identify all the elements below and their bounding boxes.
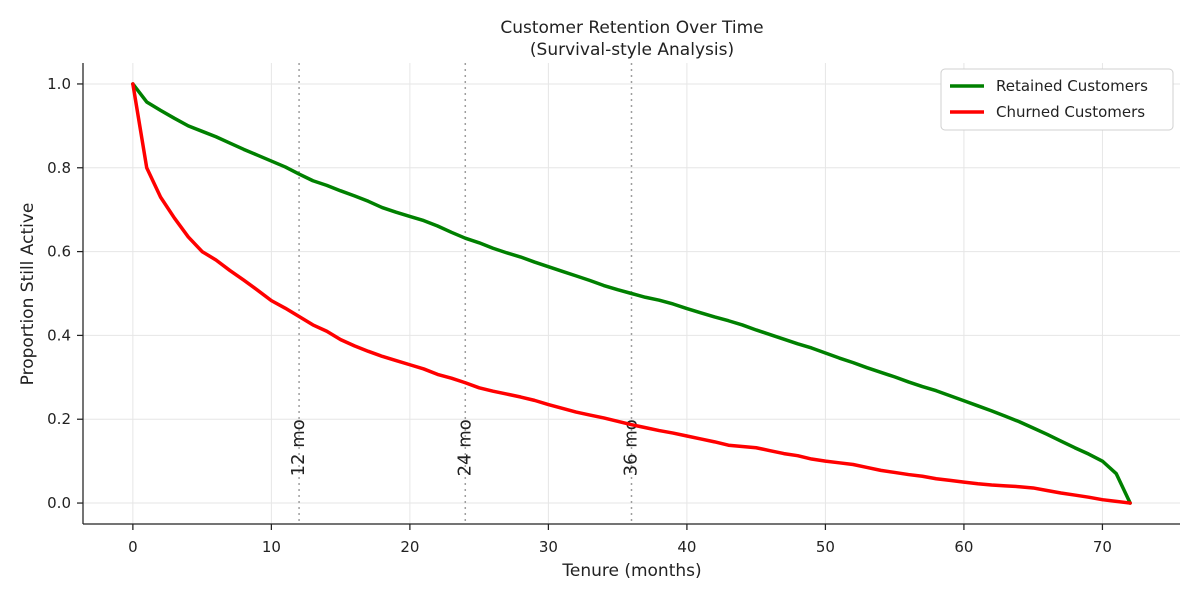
- chart-title: Customer Retention Over Time: [500, 18, 763, 38]
- legend-label-churned: Churned Customers: [996, 103, 1145, 121]
- y-axis-title: Proportion Still Active: [18, 203, 38, 386]
- y-tick-label: 0.2: [47, 410, 71, 428]
- series-lines: [131, 82, 1132, 505]
- legend-frame: [940, 68, 1174, 131]
- chart-subtitle: (Survival-style Analysis): [530, 40, 734, 60]
- reference-line-label: 24 mo: [454, 419, 475, 476]
- retained-customers-line: [131, 82, 1132, 505]
- x-axis-title: Tenure (months): [561, 561, 701, 581]
- x-tick-label: 40: [677, 538, 696, 556]
- y-tick-label: 1.0: [47, 75, 71, 93]
- x-tick-label: 70: [1093, 538, 1112, 556]
- x-tick-label: 10: [262, 538, 281, 556]
- y-tick-label: 0.6: [47, 243, 71, 261]
- legend-label-retained: Retained Customers: [996, 77, 1148, 95]
- churned-customers-line: [131, 82, 1132, 505]
- y-tick-label: 0.4: [47, 326, 71, 344]
- x-tick-label: 20: [400, 538, 419, 556]
- legend: Retained Customers Churned Customers: [940, 68, 1174, 131]
- reference-lines: 12 mo 24 mo 36 mo: [288, 63, 642, 524]
- reference-line-label: 36 mo: [621, 419, 642, 476]
- x-tick-label: 50: [816, 538, 835, 556]
- reference-line-label: 12 mo: [288, 419, 309, 476]
- axis-ticks: 0 10 20 30 40 50 60 70 0.0 0.2 0.4 0.6 0.8 1.0: [47, 75, 1112, 556]
- x-tick-label: 30: [539, 538, 558, 556]
- x-tick-label: 60: [954, 538, 973, 556]
- y-tick-label: 0.8: [47, 159, 71, 177]
- x-tick-label: 0: [128, 538, 138, 556]
- y-tick-label: 0.0: [47, 494, 71, 512]
